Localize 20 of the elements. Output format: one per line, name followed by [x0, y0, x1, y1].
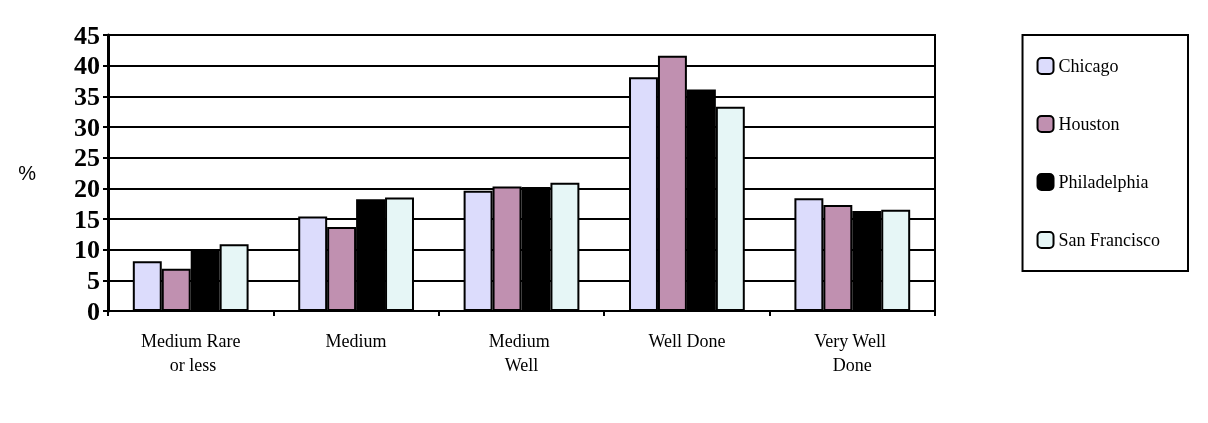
x-tick-label: Medium Rare or less	[140, 331, 241, 375]
legend-label: Houston	[1058, 114, 1120, 134]
y-tick-label: 5	[87, 265, 100, 295]
y-tick-label: 40	[74, 51, 100, 81]
legend-label: Philadelphia	[1058, 172, 1149, 192]
legend-label: San Francisco	[1058, 230, 1161, 250]
y-tick-label: 25	[74, 143, 100, 173]
y-tick-label: 20	[74, 173, 100, 203]
x-tick-label: Medium	[325, 331, 387, 351]
legend-label: Chicago	[1058, 56, 1119, 76]
y-tick-label: 0	[87, 296, 100, 326]
y-tick-label: 45	[74, 20, 100, 50]
x-tick-label: Very Well Done	[814, 331, 891, 375]
y-tick-label: 15	[74, 204, 100, 234]
y-tick-label: 10	[74, 235, 100, 265]
x-tick-label: Well Done	[648, 331, 726, 351]
y-axis-title: %	[18, 162, 37, 184]
y-tick-label: 35	[74, 81, 100, 111]
x-tick-label: Medium Well	[488, 331, 555, 375]
y-tick-label: 30	[74, 112, 100, 142]
